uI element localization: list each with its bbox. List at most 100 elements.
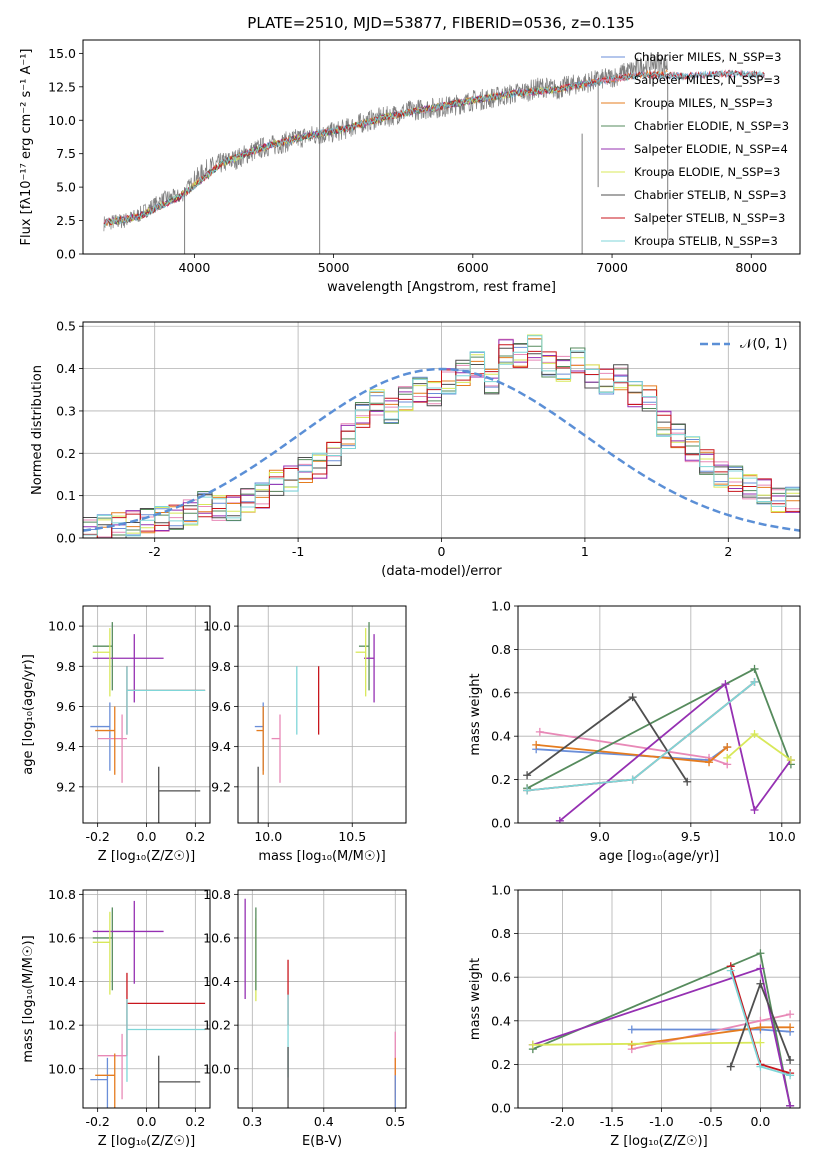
error-point bbox=[97, 714, 127, 783]
y-tick-label: 10.6 bbox=[48, 930, 76, 945]
mass_vs_ebv-panel: 0.3 0.4 0.5 10.0 10.2 10.4 10.6 10.8 E(B-V) bbox=[203, 887, 407, 1149]
weight-line bbox=[532, 1041, 761, 1046]
legend-label: Kroupa ELODIE, N_SSP=3 bbox=[634, 165, 780, 179]
age_vs_mass-grid bbox=[238, 606, 406, 823]
x-tick-label: 10.0 bbox=[768, 829, 796, 844]
weight_vs_Z-panel: -2.0 -1.5 -1.0 -0.5 0.0 0.0 0.2 0.4 0.6 0.8 1.0 Z [… bbox=[468, 883, 801, 1149]
model-spectrum-line bbox=[103, 69, 668, 227]
error-point bbox=[355, 628, 367, 697]
weight_vs_Z-grid bbox=[518, 889, 800, 1109]
histogram-step bbox=[83, 344, 800, 538]
y-axis-label: Flux [fλ10⁻¹⁷ erg cm⁻² s⁻¹ A⁻¹] bbox=[19, 49, 34, 246]
y-tick-label: 5.0 bbox=[56, 180, 76, 195]
weight-marker bbox=[721, 680, 730, 689]
weight-marker bbox=[528, 1040, 537, 1049]
weight-marker bbox=[535, 727, 544, 736]
legend-label: Chabrier STELIB, N_SSP=3 bbox=[634, 188, 786, 202]
mass_vs_Z-panel: -0.2 0.0 0.2 10.0 10.2 10.4 10.6 10.8 Z [log₁₀(Z… bbox=[21, 887, 211, 1149]
weight-marker bbox=[705, 758, 714, 767]
y-axis-label: age [log₁₀(age/yr)] bbox=[21, 654, 36, 775]
weight-marker bbox=[726, 966, 735, 975]
legend-label: Kroupa MILES, N_SSP=3 bbox=[634, 96, 773, 110]
error-point bbox=[271, 714, 281, 783]
gaussian-curve bbox=[83, 367, 800, 532]
x-axis-label: mass [log₁₀(M/M☉)] bbox=[258, 849, 385, 864]
x-tick-label: 0.5 bbox=[385, 1114, 405, 1129]
x-tick-label: 6000 bbox=[457, 260, 489, 275]
y-tick-label: 9.6 bbox=[56, 699, 76, 714]
y-tick-label: 10.0 bbox=[48, 619, 76, 634]
y-tick-label: 10.4 bbox=[203, 974, 231, 989]
y-tick-label: 10.0 bbox=[48, 113, 76, 128]
weight-marker bbox=[750, 677, 759, 686]
data-spectrum-line bbox=[103, 52, 669, 232]
mass_vs_Z-plot-area bbox=[90, 900, 206, 1108]
model-spectrum-line bbox=[110, 80, 585, 226]
error-point bbox=[92, 900, 164, 984]
error-point bbox=[92, 628, 111, 697]
y-tick-label: 0.6 bbox=[491, 685, 511, 700]
age_vs_mass-frame bbox=[237, 605, 407, 824]
error-point bbox=[92, 907, 113, 991]
y-tick-label: 9.4 bbox=[211, 739, 231, 754]
weight-marker bbox=[786, 1071, 795, 1080]
weight_vs_age-grid bbox=[518, 605, 800, 824]
error-point bbox=[126, 999, 206, 1082]
weight-line bbox=[536, 746, 728, 762]
y-tick-label: 9.2 bbox=[211, 779, 231, 794]
error-point bbox=[95, 706, 116, 775]
y-tick-label: 9.2 bbox=[56, 779, 76, 794]
y-tick-label: 0.0 bbox=[56, 247, 76, 262]
mass_vs_ebv-plot-area bbox=[244, 898, 396, 1108]
x-tick-label: 0.3 bbox=[242, 1114, 262, 1129]
weight-marker bbox=[750, 805, 759, 814]
x-tick-label: 0.0 bbox=[137, 1114, 157, 1129]
x-tick-label: 9.0 bbox=[590, 829, 610, 844]
x-axis-label: wavelength [Angstrom, rest frame] bbox=[327, 280, 556, 295]
weight_vs_age-frame bbox=[517, 605, 801, 824]
weight-marker bbox=[523, 771, 532, 780]
weight-marker bbox=[786, 1101, 795, 1108]
model-spectrum-line bbox=[110, 82, 585, 225]
weight-marker bbox=[756, 1023, 765, 1032]
x-tick-label: 1 bbox=[581, 544, 589, 559]
x-axis-label: (data-model)/error bbox=[381, 564, 502, 579]
x-tick-label: 8000 bbox=[735, 260, 767, 275]
spectrum-frame bbox=[82, 39, 801, 255]
error-point bbox=[358, 622, 370, 691]
weight-line bbox=[526, 695, 688, 783]
error-point bbox=[90, 702, 111, 771]
y-tick-label: 10.2 bbox=[48, 1018, 76, 1033]
x-tick-label: -0.2 bbox=[85, 1114, 109, 1129]
weight-marker bbox=[628, 693, 637, 702]
y-tick-label: 9.8 bbox=[56, 659, 76, 674]
legend-label: Salpeter ELODIE, N_SSP=4 bbox=[634, 142, 788, 156]
x-tick-label: 0.2 bbox=[185, 829, 205, 844]
weight_vs_age-plot-area bbox=[523, 664, 795, 823]
x-tick-label: 7000 bbox=[596, 260, 628, 275]
y-tick-label: 7.5 bbox=[56, 146, 76, 161]
y-tick-label: 10.6 bbox=[203, 930, 231, 945]
y-tick-label: 12.5 bbox=[48, 79, 76, 94]
weight-marker bbox=[756, 979, 765, 988]
age_vs_mass-plot-area bbox=[254, 622, 375, 823]
x-tick-label: 10.5 bbox=[338, 829, 366, 844]
weight-marker bbox=[555, 816, 564, 823]
model-spectrum-line bbox=[103, 69, 765, 228]
mass_vs_ebv-frame bbox=[237, 889, 407, 1109]
y-tick-label: 0.1 bbox=[56, 488, 76, 503]
y-tick-label: 10.8 bbox=[48, 887, 76, 902]
weight-marker bbox=[756, 949, 765, 958]
weight_vs_Z-frame bbox=[517, 889, 801, 1109]
y-tick-label: 0.2 bbox=[56, 446, 76, 461]
y-tick-label: 0.8 bbox=[491, 926, 511, 941]
error-point bbox=[126, 666, 206, 735]
error-point bbox=[158, 1055, 201, 1108]
legend-label: Salpeter MILES, N_SSP=3 bbox=[634, 73, 780, 87]
y-tick-label: 0.6 bbox=[491, 970, 511, 985]
error-point bbox=[158, 766, 201, 823]
x-tick-label: -1.5 bbox=[600, 1114, 624, 1129]
y-tick-label: 9.4 bbox=[56, 739, 76, 754]
error-point bbox=[90, 1057, 109, 1108]
x-axis-label: age [log₁₀(age/yr)] bbox=[599, 849, 720, 864]
